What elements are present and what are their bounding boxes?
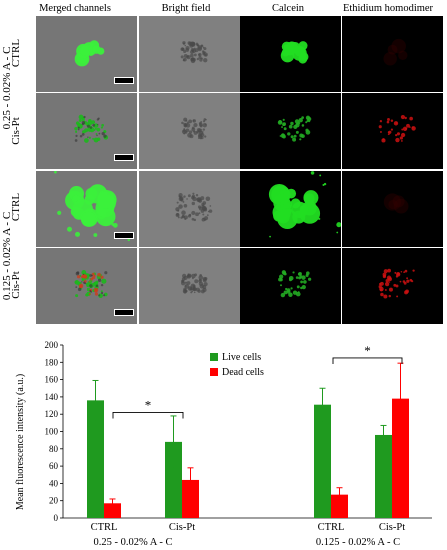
panel-merged-ctrl-1 (36, 16, 137, 92)
x-tick-label: Cis-Pt (379, 522, 405, 533)
y-tick-label: 20 (49, 496, 59, 506)
y-axis-label: Mean fluorescence intensity (a.u.) (15, 374, 26, 510)
panel-calcein-ctrl-2 (240, 171, 341, 247)
row-label-cispt-1: Cis-Pt (10, 117, 22, 145)
y-tick-label: 80 (49, 444, 59, 454)
scale-bar (114, 77, 134, 84)
bar-live (375, 434, 392, 518)
panel-merged-cispt-2 (36, 248, 137, 324)
y-tick-label: 200 (45, 340, 59, 350)
x-tick-label: CTRL (91, 522, 118, 533)
bar-dead (392, 398, 409, 518)
bar-live (165, 441, 182, 518)
y-tick-label: 160 (45, 375, 59, 385)
panel-ethidium-cispt-2 (342, 248, 443, 324)
y-tick-label: 40 (49, 478, 59, 488)
y-tick-label: 140 (45, 392, 59, 402)
scale-bar (114, 309, 134, 316)
legend-swatch-dead (210, 368, 218, 376)
column-header-ethidium: Ethidium homodimer (342, 3, 434, 14)
panel-bright-cispt-2 (139, 248, 240, 324)
scale-bar (114, 154, 134, 161)
panel-calcein-ctrl-1 (240, 16, 341, 92)
legend-label-live: Live cells (222, 352, 261, 363)
panel-bright-cispt-1 (139, 93, 240, 169)
panel-calcein-cispt-1 (240, 93, 341, 169)
row-label-ctrl-1: CTRL (10, 38, 22, 68)
panel-calcein-cispt-2 (240, 248, 341, 324)
significance-star: * (364, 343, 371, 358)
y-tick-label: 180 (45, 357, 59, 367)
legend-label-dead: Dead cells (222, 367, 264, 378)
panel-bright-ctrl-1 (139, 16, 240, 92)
y-tick-label: 100 (45, 427, 59, 437)
panel-bright-ctrl-2 (139, 171, 240, 247)
significance-bracket (332, 357, 403, 364)
significance-bracket (112, 412, 184, 419)
legend-swatch-live (210, 353, 218, 361)
significance-star: * (145, 397, 152, 412)
bar-live (87, 400, 104, 518)
y-tick-label: 60 (49, 461, 59, 471)
y-tick-label: 0 (54, 513, 59, 523)
fluorescence-bar-chart: Mean fluorescence intensity (a.u.) 0 20 40… (15, 340, 432, 548)
panel-ethidium-ctrl-1 (342, 16, 443, 92)
panel-merged-cispt-1 (36, 93, 137, 169)
panel-ethidium-cispt-1 (342, 93, 443, 169)
panel-merged-ctrl-2 (36, 171, 137, 247)
bar-dead (331, 494, 348, 518)
row-label-cispt-2: Cis-Pt (10, 271, 22, 299)
bar-dead (104, 503, 121, 518)
x-group-label: 0.25 - 0.02% A - C (93, 537, 172, 548)
bar-live (314, 404, 331, 518)
column-header-bright-field: Bright field (161, 3, 211, 14)
x-tick-label: CTRL (318, 522, 345, 533)
panel-ethidium-ctrl-2 (342, 171, 443, 247)
column-header-merged: Merged channels (39, 3, 111, 14)
y-tick-label: 120 (45, 409, 59, 419)
row-label-ctrl-2: CTRL (10, 192, 22, 222)
x-group-label: 0.125 - 0.02% A - C (316, 537, 400, 548)
x-tick-label: Cis-Pt (169, 522, 195, 533)
column-header-calcein: Calcein (271, 3, 305, 14)
bar-dead (182, 479, 199, 518)
scale-bar (114, 232, 134, 239)
